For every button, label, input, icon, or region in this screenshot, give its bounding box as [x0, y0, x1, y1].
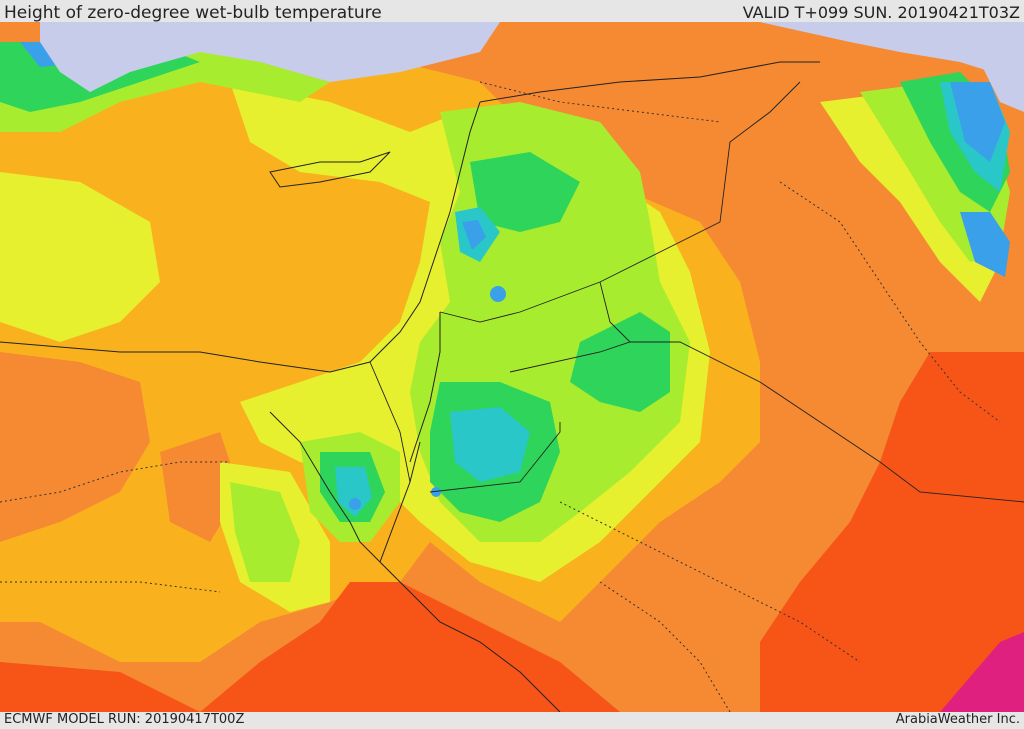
red-orange-region-southwest — [0, 662, 200, 712]
green-region-levant — [470, 152, 580, 232]
lime-region-redsea — [230, 482, 300, 582]
red-orange-region-south — [200, 582, 620, 712]
footer-bar: ECMWF MODEL RUN: 20190417T00Z ArabiaWeat… — [0, 712, 1024, 729]
map-title: Height of zero-degree wet-bulb temperatu… — [4, 3, 382, 23]
lavender-region-east — [960, 22, 1024, 112]
orange-patch-west — [0, 352, 150, 542]
magenta-region-southeast — [940, 632, 1024, 712]
blue-spot-jordan — [431, 487, 441, 497]
blue-region-lebanon — [462, 220, 486, 250]
weather-map[interactable] — [0, 22, 1024, 712]
region-boundaries — [0, 81, 1001, 712]
credit-label: ArabiaWeather Inc. — [895, 712, 1020, 727]
blue-spot-sinai — [349, 498, 361, 510]
green-region-iraq — [570, 312, 670, 412]
lavender-region-northeast — [760, 22, 1024, 82]
blue-spot-syria — [490, 286, 506, 302]
blue-region-east — [950, 82, 1005, 162]
valid-time: VALID T+099 SUN. 20190421T03Z — [742, 3, 1020, 22]
cyan-region-sinai — [335, 467, 372, 517]
header-bar: Height of zero-degree wet-bulb temperatu… — [0, 0, 1024, 23]
yellow-region-med — [0, 172, 160, 342]
red-orange-region-east — [760, 352, 1024, 712]
cyan-region-jordan — [450, 407, 530, 482]
model-run-label: ECMWF MODEL RUN: 20190417T00Z — [4, 712, 245, 727]
blue-region-east-lower — [960, 212, 1010, 277]
map-canvas — [0, 22, 1024, 712]
lavender-region-north — [40, 22, 500, 92]
country-borders — [369, 81, 1024, 503]
